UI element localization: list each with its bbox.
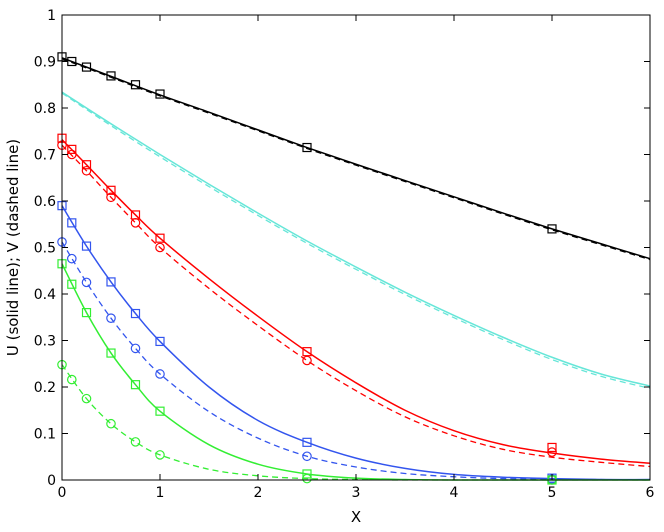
y-tick-label: 0.3 xyxy=(34,334,56,350)
square-marker xyxy=(81,308,92,318)
circle-marker xyxy=(106,313,116,323)
x-tick-label: 4 xyxy=(450,485,459,501)
square-marker xyxy=(81,62,92,72)
circle-marker xyxy=(106,192,116,203)
series-layer xyxy=(61,57,651,481)
y-tick-label: 0.9 xyxy=(34,55,56,71)
series-line-7-dashed xyxy=(61,241,651,481)
x-axis-label: X xyxy=(351,508,361,526)
tick-labels: 0 1 2 3 4 5 6 0 0.1 0.2 0.3 0.4 0.5 0.6 0.7 0.8 0.9 1 xyxy=(34,8,655,501)
y-tick-label: 0.7 xyxy=(34,148,56,164)
square-marker xyxy=(155,89,165,99)
circle-marker xyxy=(547,447,557,457)
square-marker xyxy=(302,469,312,479)
circle-marker xyxy=(155,242,165,253)
y-axis-label: U (solid line); V (dashed line) xyxy=(4,139,22,356)
series-line-6-solid xyxy=(61,205,651,481)
circle-marker xyxy=(81,277,92,288)
circle-marker xyxy=(130,437,141,447)
series-line-3-dashed xyxy=(61,92,651,390)
circle-marker xyxy=(81,393,92,404)
circle-marker xyxy=(67,374,77,385)
circle-marker xyxy=(130,343,141,354)
x-tick-label: 1 xyxy=(156,485,165,501)
square-marker xyxy=(81,241,92,251)
y-tick-label: 0.1 xyxy=(34,427,56,443)
square-marker xyxy=(302,142,312,153)
square-marker xyxy=(130,80,141,90)
series-line-0-solid xyxy=(61,57,651,260)
square-marker xyxy=(302,347,312,357)
square-marker xyxy=(130,380,141,390)
y-tick-label: 1 xyxy=(47,8,56,24)
y-tick-label: 0.5 xyxy=(34,241,56,257)
square-marker xyxy=(302,437,312,447)
circle-marker xyxy=(106,418,116,429)
y-tick-label: 0.8 xyxy=(34,101,56,117)
square-marker xyxy=(130,308,141,319)
y-tick-label: 0.6 xyxy=(34,194,56,210)
square-marker xyxy=(67,144,77,154)
series-line-2-solid xyxy=(61,91,651,387)
series-line-5-dashed xyxy=(61,144,651,468)
ticks xyxy=(61,14,651,481)
x-tick-label: 6 xyxy=(646,485,655,501)
square-marker xyxy=(106,277,116,287)
x-tick-label: 0 xyxy=(58,485,67,501)
circle-marker xyxy=(302,473,312,484)
square-marker xyxy=(155,233,165,243)
marker-layer xyxy=(57,52,557,485)
square-marker xyxy=(106,185,116,195)
x-tick-label: 2 xyxy=(254,485,263,501)
series-line-4-solid xyxy=(61,139,651,465)
circle-marker xyxy=(81,165,92,176)
square-marker xyxy=(155,406,165,416)
square-marker xyxy=(67,218,77,228)
circle-marker xyxy=(67,253,77,264)
circle-marker xyxy=(130,218,141,228)
square-marker xyxy=(155,336,165,347)
square-marker xyxy=(547,442,557,453)
x-tick-label: 3 xyxy=(352,485,361,501)
y-tick-label: 0.2 xyxy=(34,380,56,396)
square-marker xyxy=(106,71,116,81)
circle-marker xyxy=(155,450,165,460)
square-marker xyxy=(81,160,92,170)
square-marker xyxy=(106,348,116,358)
series-line-1-dashed xyxy=(61,58,651,261)
y-tick-label: 0.4 xyxy=(34,287,56,303)
square-marker xyxy=(67,279,77,289)
circle-marker xyxy=(155,369,165,379)
square-marker xyxy=(547,224,557,234)
circle-marker xyxy=(302,355,312,366)
plot-area xyxy=(62,15,650,480)
circle-marker xyxy=(302,451,312,462)
y-tick-label: 0 xyxy=(47,473,56,489)
x-tick-label: 5 xyxy=(548,485,557,501)
